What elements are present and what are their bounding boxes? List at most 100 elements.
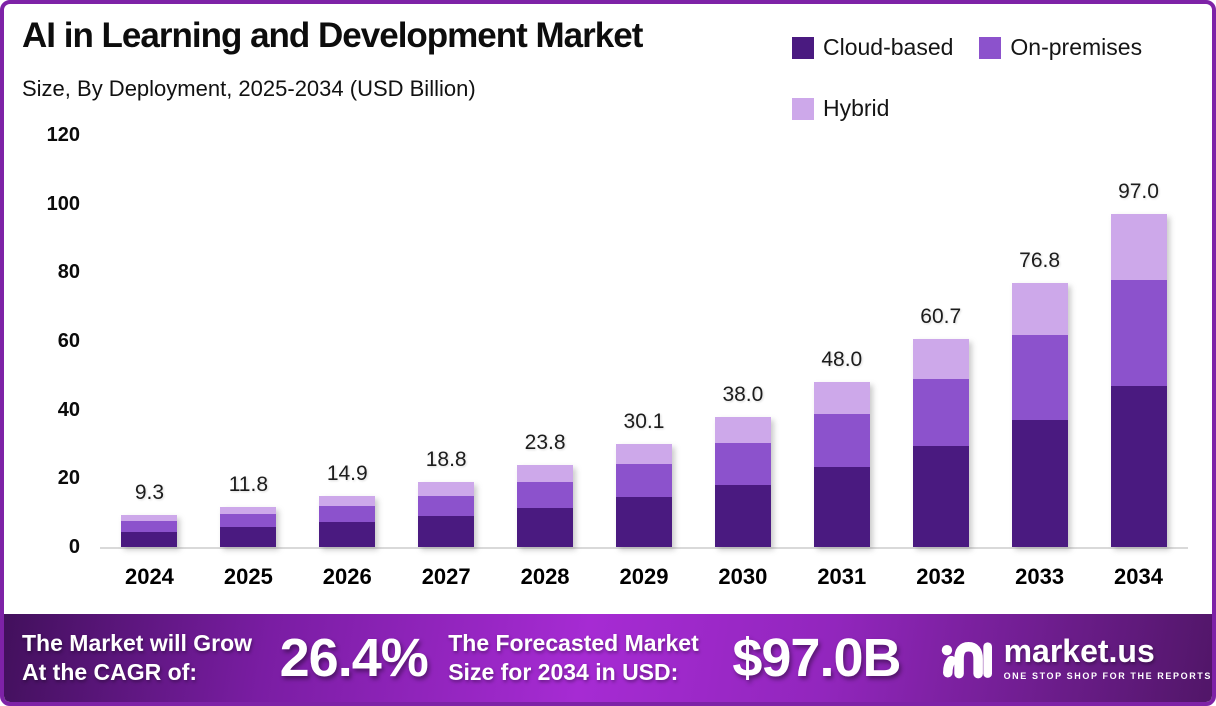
bar-segment-hybrid	[1011, 283, 1068, 336]
bar-segment-cloud-based	[813, 466, 870, 547]
legend-label: Hybrid	[823, 95, 890, 121]
bar-segment-cloud-based	[517, 507, 574, 547]
y-axis-tick-label: 40	[57, 398, 80, 421]
brand-text: market.us ONE STOP SHOP FOR THE REPORTS	[1004, 635, 1212, 681]
forecast-value: $97.0B	[732, 628, 901, 688]
bar-value-label: 97.0	[1118, 179, 1159, 203]
bar-segment-on-premises	[615, 464, 672, 498]
bar-segment-hybrid	[418, 482, 475, 496]
bar-value-label: 14.9	[326, 461, 368, 485]
bar-column-2024: 9.3	[100, 135, 199, 547]
bar-segment-cloud-based	[319, 522, 376, 547]
legend-swatch-hybrid	[792, 97, 814, 120]
x-axis-label-2029: 2029	[619, 564, 669, 589]
cagr-value: 26.4%	[279, 628, 429, 688]
bar-segment-cloud-based	[1110, 386, 1167, 547]
bar-segment-on-premises	[813, 414, 870, 467]
bar-segment-hybrid	[319, 495, 376, 506]
bar-segment-cloud-based	[121, 531, 178, 547]
x-axis-label-2027: 2027	[421, 564, 471, 589]
cagr-label-line1: The Market will Grow	[22, 630, 253, 657]
legend-item-hybrid: Hybrid	[792, 95, 889, 122]
bar-segment-hybrid	[615, 443, 672, 465]
bar-segment-hybrid	[220, 506, 277, 515]
bar-column-2028: 23.8	[496, 135, 595, 547]
bar-segment-on-premises	[1011, 335, 1068, 420]
footer-banner: The Market will Grow At the CAGR of: 26.…	[4, 614, 1212, 702]
bar-segment-on-premises	[1110, 279, 1167, 387]
bar-segment-hybrid	[1110, 213, 1167, 280]
bar-segment-on-premises	[912, 379, 969, 447]
stacked-bar-2031	[813, 382, 870, 547]
stacked-bar-2027	[418, 482, 475, 547]
legend-swatch-cloud-based	[792, 36, 814, 59]
bar-segment-hybrid	[714, 416, 771, 443]
bar-value-label: 38.0	[722, 382, 764, 406]
stacked-bar-2032	[912, 338, 969, 547]
y-axis-tick-label: 20	[57, 467, 80, 490]
bar-column-2029: 30.1	[595, 135, 694, 547]
bar-column-2026: 14.9	[298, 135, 397, 547]
bar-value-label: 11.8	[228, 472, 269, 496]
bar-segment-hybrid	[912, 338, 969, 380]
brand-name: market.us	[1003, 633, 1155, 669]
chart-legend: Cloud-based On-premises Hybrid	[792, 34, 1212, 156]
plot-area: 9.3 11.8 14.9 18.8 23.8 30.1 38.0 48.0 60.7 76.8 9…	[100, 135, 1188, 549]
bar-value-label: 18.8	[425, 448, 467, 472]
x-axis-label-2030: 2030	[718, 564, 768, 589]
bar-segment-hybrid	[517, 465, 574, 482]
market-us-logo-icon	[941, 641, 992, 679]
stacked-bar-2029	[615, 443, 672, 547]
y-axis-tick-label: 0	[68, 536, 80, 558]
bar-segment-on-premises	[319, 505, 376, 523]
y-axis: 0 20 40 60 80 100 120	[22, 124, 80, 558]
bar-column-2034: 97.0	[1089, 135, 1188, 547]
y-axis-tick-label: 60	[57, 330, 80, 352]
bar-column-2025: 11.8	[199, 135, 298, 547]
legend-swatch-on-premises	[979, 36, 1002, 59]
cagr-label-line2: At the CAGR of:	[22, 659, 198, 685]
bar-segment-cloud-based	[714, 484, 771, 547]
forecast-label-line1: The Forecasted Market	[448, 630, 699, 657]
x-axis-label-2028: 2028	[520, 564, 570, 589]
legend-item-on-premises: On-premises	[979, 34, 1142, 61]
legend-label: On-premises	[1010, 34, 1143, 60]
legend-label: Cloud-based	[823, 34, 954, 60]
stacked-bar-2025	[220, 506, 277, 548]
y-axis-tick-label: 80	[57, 261, 80, 284]
x-axis-label-2024: 2024	[124, 564, 174, 589]
page-title: AI in Learning and Development Market	[22, 16, 643, 55]
bar-column-2030: 38.0	[693, 135, 792, 547]
brand-tagline: ONE STOP SHOP FOR THE REPORTS	[1003, 671, 1213, 681]
y-axis-tick-label: 120	[46, 124, 80, 146]
legend-row: Hybrid	[792, 95, 1212, 122]
bar-segment-cloud-based	[615, 497, 672, 547]
forecast-label: The Forecasted Market Size for 2034 in U…	[448, 629, 732, 687]
x-axis-label-2025: 2025	[223, 564, 273, 589]
stacked-bar-2034	[1110, 213, 1167, 547]
bar-column-2033: 76.8	[990, 135, 1089, 547]
x-axis-label-2031: 2031	[817, 564, 867, 589]
bar-column-2031: 48.0	[792, 135, 891, 547]
x-axis-label-2033: 2033	[1015, 564, 1065, 589]
bar-segment-on-premises	[121, 521, 178, 532]
stacked-bar-2030	[714, 416, 771, 547]
stacked-bar-2028	[517, 465, 574, 547]
bar-segment-cloud-based	[220, 527, 277, 547]
cagr-label: The Market will Grow At the CAGR of:	[22, 629, 280, 687]
bar-segment-on-premises	[517, 481, 574, 508]
x-axis-label-2034: 2034	[1114, 564, 1163, 589]
stacked-bar-2024	[121, 515, 178, 547]
bar-segment-cloud-based	[418, 516, 475, 547]
bar-value-label: 9.3	[134, 481, 165, 505]
x-axis-label-2026: 2026	[322, 564, 372, 589]
legend-row: Cloud-based On-premises	[792, 34, 1212, 61]
legend-item-cloud-based: Cloud-based	[792, 34, 953, 61]
bar-segment-on-premises	[220, 514, 277, 528]
stacked-bar-2026	[319, 495, 376, 547]
page-subtitle: Size, By Deployment, 2025-2034 (USD Bill…	[22, 76, 476, 101]
bar-value-label: 23.8	[524, 431, 566, 455]
x-axis-label-2032: 2032	[916, 564, 966, 589]
x-axis: 2024 2025 2026 2027 2028 2029 2030 2031 2032 2033…	[100, 564, 1188, 590]
